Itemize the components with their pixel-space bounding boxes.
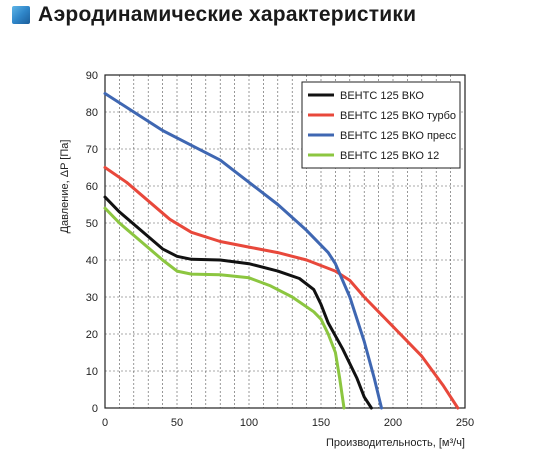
legend-label: ВЕНТС 125 ВКО 12 (340, 150, 439, 162)
y-tick-label: 80 (86, 107, 98, 119)
x-tick-label: 200 (384, 417, 402, 429)
x-tick-label: 50 (171, 417, 183, 429)
legend-label: ВЕНТС 125 ВКО турбо (340, 110, 456, 122)
series-line-3 (103, 92, 383, 410)
x-axis-label: Производительность, [м³/ч] (326, 437, 465, 449)
y-tick-label: 10 (86, 366, 98, 378)
y-tick-label: 20 (86, 329, 98, 341)
series-line-1 (103, 195, 373, 410)
x-tick-label: 0 (102, 417, 108, 429)
series-line-4 (103, 206, 346, 410)
series-lines (103, 92, 460, 410)
y-tick-label: 70 (86, 144, 98, 156)
y-tick-label: 50 (86, 218, 98, 230)
axes (104, 74, 466, 409)
plot-frame (104, 74, 466, 409)
x-tick-label: 100 (240, 417, 258, 429)
page-header: Аэродинамические характеристики (12, 2, 416, 28)
page-title: Аэродинамические характеристики (38, 3, 417, 26)
y-axis-label: Давление, ΔP [Па] (59, 140, 71, 234)
y-tick-label: 90 (86, 70, 98, 82)
y-tick-label: 40 (86, 255, 98, 267)
y-tick-label: 60 (86, 181, 98, 193)
legend: ВЕНТС 125 ВКО ВЕНТС 125 ВКО турбо ВЕНТС 12… (301, 81, 461, 169)
x-tick-label: 250 (456, 417, 474, 429)
legend-label: ВЕНТС 125 ВКО (340, 90, 424, 102)
grid (105, 75, 465, 408)
x-tick-label: 150 (312, 417, 330, 429)
blue-square-icon (12, 6, 30, 24)
series-line-2 (103, 166, 460, 410)
y-tick-label: 0 (92, 403, 98, 415)
tick-labels: 0 50 100 150 200 250 0 10 20 30 40 50 60 70 80 90 (86, 70, 474, 429)
legend-label: ВЕНТС 125 ВКО пресс (340, 130, 457, 142)
y-tick-label: 30 (86, 292, 98, 304)
